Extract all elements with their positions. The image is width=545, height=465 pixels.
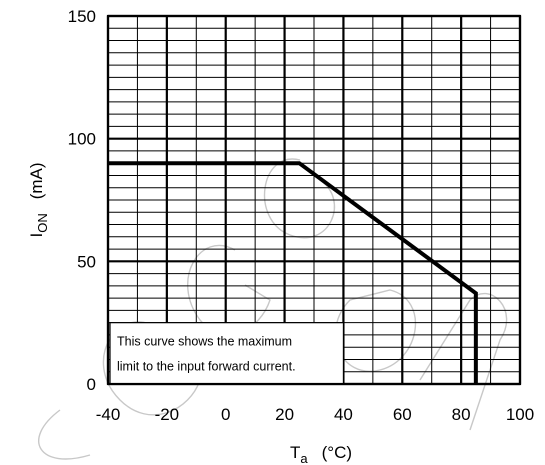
x-axis-label-subscript: a xyxy=(300,451,308,465)
annotation-box: This curve shows the maximum limit to th… xyxy=(109,322,345,385)
x-tick-label: 80 xyxy=(452,405,471,424)
y-axis-label-subscript: ON xyxy=(35,213,50,233)
plot-frame xyxy=(106,14,522,386)
watermark-stroke xyxy=(187,244,271,336)
y-axis-label-unit: (mA) xyxy=(27,162,46,199)
watermark-stroke xyxy=(263,158,336,239)
x-tick-label: 60 xyxy=(393,405,412,424)
series-line xyxy=(108,161,478,384)
y-tick-label: 0 xyxy=(87,375,96,394)
x-axis-label-main: T xyxy=(290,443,300,462)
x-tick-label: 0 xyxy=(221,405,230,424)
x-axis-label-unit: (°C) xyxy=(322,443,352,462)
x-tick-label: 20 xyxy=(275,405,294,424)
x-tick-labels: -40 -20 0 20 40 60 80 100 xyxy=(96,405,534,424)
y-axis-label: ION (mA) xyxy=(27,162,50,237)
x-tick-label: -20 xyxy=(155,405,180,424)
annotation-line-1: This curve shows the maximum xyxy=(117,335,292,349)
x-tick-label: 40 xyxy=(334,405,353,424)
annotation-background xyxy=(109,322,345,385)
watermark-stroke xyxy=(38,409,91,460)
x-axis-label: Ta (°C) xyxy=(290,443,352,465)
y-tick-labels: 0 50 100 150 xyxy=(68,7,96,394)
annotation-line-2: limit to the input forward current. xyxy=(117,360,296,374)
x-tick-label: 100 xyxy=(506,405,534,424)
y-tick-label: 150 xyxy=(68,7,96,26)
y-tick-label: 100 xyxy=(68,130,96,149)
y-tick-label: 50 xyxy=(77,252,96,271)
y-axis-label-main: I xyxy=(27,233,46,238)
x-tick-label: -40 xyxy=(96,405,121,424)
